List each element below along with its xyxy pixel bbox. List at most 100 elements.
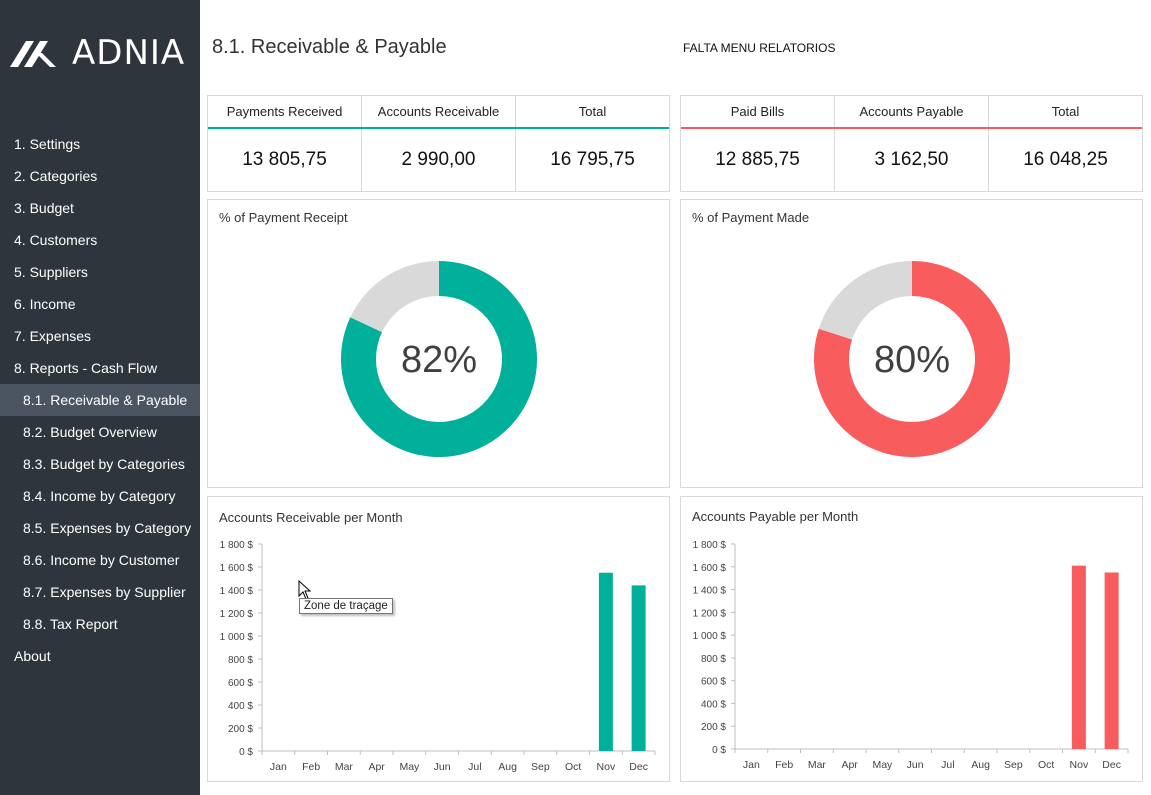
y-tick-label: 600 $ — [701, 677, 726, 688]
kpi-header-paid-bills: Paid Bills — [681, 96, 835, 128]
kpi-value-total-payable: 16 048,25 — [1023, 149, 1108, 170]
y-tick-label: 1 600 $ — [220, 563, 254, 574]
x-tick-label-apr: Apr — [841, 759, 858, 771]
sidebar-item-4-customers[interactable]: 4. Customers — [14, 232, 98, 248]
chart-title: Accounts Receivable per Month — [219, 510, 403, 525]
x-tick-label-aug: Aug — [498, 761, 517, 773]
sidebar-item-3-budget[interactable]: 3. Budget — [14, 200, 74, 216]
mouse-cursor-icon — [298, 580, 312, 600]
donut-center-label: 80% — [874, 339, 950, 381]
y-tick-label: 0 $ — [239, 747, 253, 758]
y-tick-label: 1 800 $ — [220, 540, 254, 551]
sidebar-item-2-categories[interactable]: 2. Categories — [14, 168, 98, 184]
x-tick-label-sep: Sep — [531, 761, 550, 773]
kpi-value-payments-received: 13 805,75 — [208, 129, 362, 191]
x-tick-label-jul: Jul — [468, 761, 481, 773]
y-tick-label: 800 $ — [228, 655, 253, 666]
donut-slice-1 — [818, 261, 912, 340]
bar-nov[interactable] — [598, 572, 613, 751]
x-tick-label-oct: Oct — [1038, 759, 1054, 771]
x-tick-label-nov: Nov — [1070, 759, 1089, 771]
x-tick-label-oct: Oct — [565, 761, 581, 773]
payable-bar-plot: 0 $ 200 $ 400 $ 600 $ 800 $ 1 000 $ 1 200 $ 1 4… — [693, 540, 1129, 771]
bar-dec[interactable] — [1104, 572, 1119, 749]
receivable-bar-plot: 0 $ 200 $ 400 $ 600 $ 800 $ 1 000 $ 1 200 $ 1 4… — [220, 540, 656, 773]
donut-center-label: 82% — [401, 339, 477, 381]
sidebar-item-8-3-budget-by-categories[interactable]: 8.3. Budget by Categories — [23, 456, 185, 472]
sidebar-item-8-4-income-by-category[interactable]: 8.4. Income by Category — [23, 488, 176, 504]
sidebar-item-6-income[interactable]: 6. Income — [14, 296, 76, 312]
chart-title: % of Payment Receipt — [219, 210, 348, 225]
sidebar-item-7-expenses[interactable]: 7. Expenses — [14, 328, 92, 344]
x-tick-label-jun: Jun — [434, 761, 451, 773]
y-tick-label: 0 $ — [712, 745, 726, 756]
x-tick-label-sep: Sep — [1004, 759, 1023, 771]
header-note: FALTA MENU RELATORIOS — [683, 41, 836, 55]
sidebar-item-5-suppliers[interactable]: 5. Suppliers — [14, 264, 88, 280]
chart-title: Accounts Payable per Month — [692, 509, 859, 524]
x-tick-label-dec: Dec — [1102, 759, 1121, 771]
x-tick-label-jul: Jul — [941, 759, 954, 771]
y-tick-label: 1 000 $ — [693, 631, 727, 642]
x-tick-label-apr: Apr — [368, 761, 385, 773]
x-tick-label-jan: Jan — [743, 759, 760, 771]
x-tick-label-feb: Feb — [775, 759, 793, 771]
page-title: 8.1. Receivable & Payable — [212, 36, 447, 58]
y-tick-label: 600 $ — [228, 678, 253, 689]
x-tick-label-dec: Dec — [629, 761, 648, 773]
sidebar-item-about[interactable]: About — [14, 648, 51, 664]
receivable-accent-line — [208, 127, 669, 129]
y-tick-label: 400 $ — [228, 701, 253, 712]
sidebar-item-8-7-expenses-by-supplier[interactable]: 8.7. Expenses by Supplier — [23, 584, 186, 600]
y-tick-label: 1 200 $ — [220, 609, 254, 620]
receivable-kpi-panel: Payments Received Accounts Receivable To… — [207, 95, 670, 192]
x-tick-label-may: May — [399, 761, 420, 773]
x-tick-label-jan: Jan — [270, 761, 287, 773]
sidebar-item-8-1-receivable-payable[interactable]: 8.1. Receivable & Payable — [0, 384, 200, 416]
logo[interactable]: ADNIA — [10, 30, 195, 76]
y-tick-label: 1 600 $ — [693, 563, 727, 574]
kpi-value-accounts-receivable: 2 990,00 — [362, 129, 516, 191]
payable-accent-line — [681, 127, 1142, 129]
payable-per-month-chart[interactable]: Accounts Payable per Month 0 $ 200 $ 400 $… — [680, 496, 1143, 782]
payment-made-chart[interactable]: % of Payment Made 80% — [680, 199, 1143, 488]
kpi-header-total-receivable: Total — [578, 104, 607, 119]
x-tick-label-nov: Nov — [597, 761, 616, 773]
sidebar-item-8-6-income-by-customer[interactable]: 8.6. Income by Customer — [23, 552, 180, 568]
plot-area-tooltip: Zone de traçage — [299, 598, 393, 614]
receivable-per-month-chart[interactable]: Accounts Receivable per Month 0 $ 200 $ 40… — [207, 496, 670, 782]
y-tick-label: 1 000 $ — [220, 632, 254, 643]
payment-receipt-chart[interactable]: % of Payment Receipt 82% — [207, 199, 670, 488]
y-tick-label: 1 400 $ — [693, 586, 727, 597]
payment-receipt-donut: 82% — [341, 261, 537, 457]
sidebar-item-8-2-budget-overview[interactable]: 8.2. Budget Overview — [23, 424, 157, 440]
bar-nov[interactable] — [1071, 565, 1086, 749]
sidebar-item-8-reports-cash-flow[interactable]: 8. Reports - Cash Flow — [14, 360, 158, 376]
logo-text: ADNIA — [72, 33, 186, 73]
kpi-value-total-receivable: 16 795,75 — [550, 149, 635, 170]
x-tick-label-mar: Mar — [808, 759, 827, 771]
x-tick-label-may: May — [872, 759, 893, 771]
sidebar-item-1-settings[interactable]: 1. Settings — [14, 136, 81, 152]
donut-slice-0 — [814, 261, 1010, 457]
kpi-header-accounts-payable: Accounts Payable — [835, 96, 989, 128]
y-tick-label: 800 $ — [701, 654, 726, 665]
y-tick-label: 1 400 $ — [220, 586, 254, 597]
y-tick-label: 400 $ — [701, 699, 726, 710]
chart-title: % of Payment Made — [692, 210, 810, 225]
adnia-logo-icon — [10, 41, 56, 67]
kpi-header-accounts-receivable: Accounts Receivable — [362, 96, 516, 128]
sidebar-item-8-5-expenses-by-category[interactable]: 8.5. Expenses by Category — [23, 520, 192, 536]
x-tick-label-aug: Aug — [971, 759, 990, 771]
y-tick-label: 200 $ — [701, 722, 726, 733]
donut-slice-1 — [350, 261, 439, 333]
payment-made-donut: 80% — [814, 261, 1010, 457]
y-tick-label: 1 800 $ — [693, 540, 727, 551]
x-tick-label-feb: Feb — [302, 761, 320, 773]
kpi-header-payments-received: Payments Received — [208, 96, 362, 128]
kpi-value-accounts-payable: 3 162,50 — [835, 129, 989, 191]
payable-kpi-panel: Paid Bills Accounts Payable Total 12 885… — [680, 95, 1143, 192]
sidebar-item-8-8-tax-report[interactable]: 8.8. Tax Report — [23, 616, 118, 632]
bar-dec[interactable] — [631, 585, 646, 751]
donut-slice-0 — [341, 261, 537, 457]
